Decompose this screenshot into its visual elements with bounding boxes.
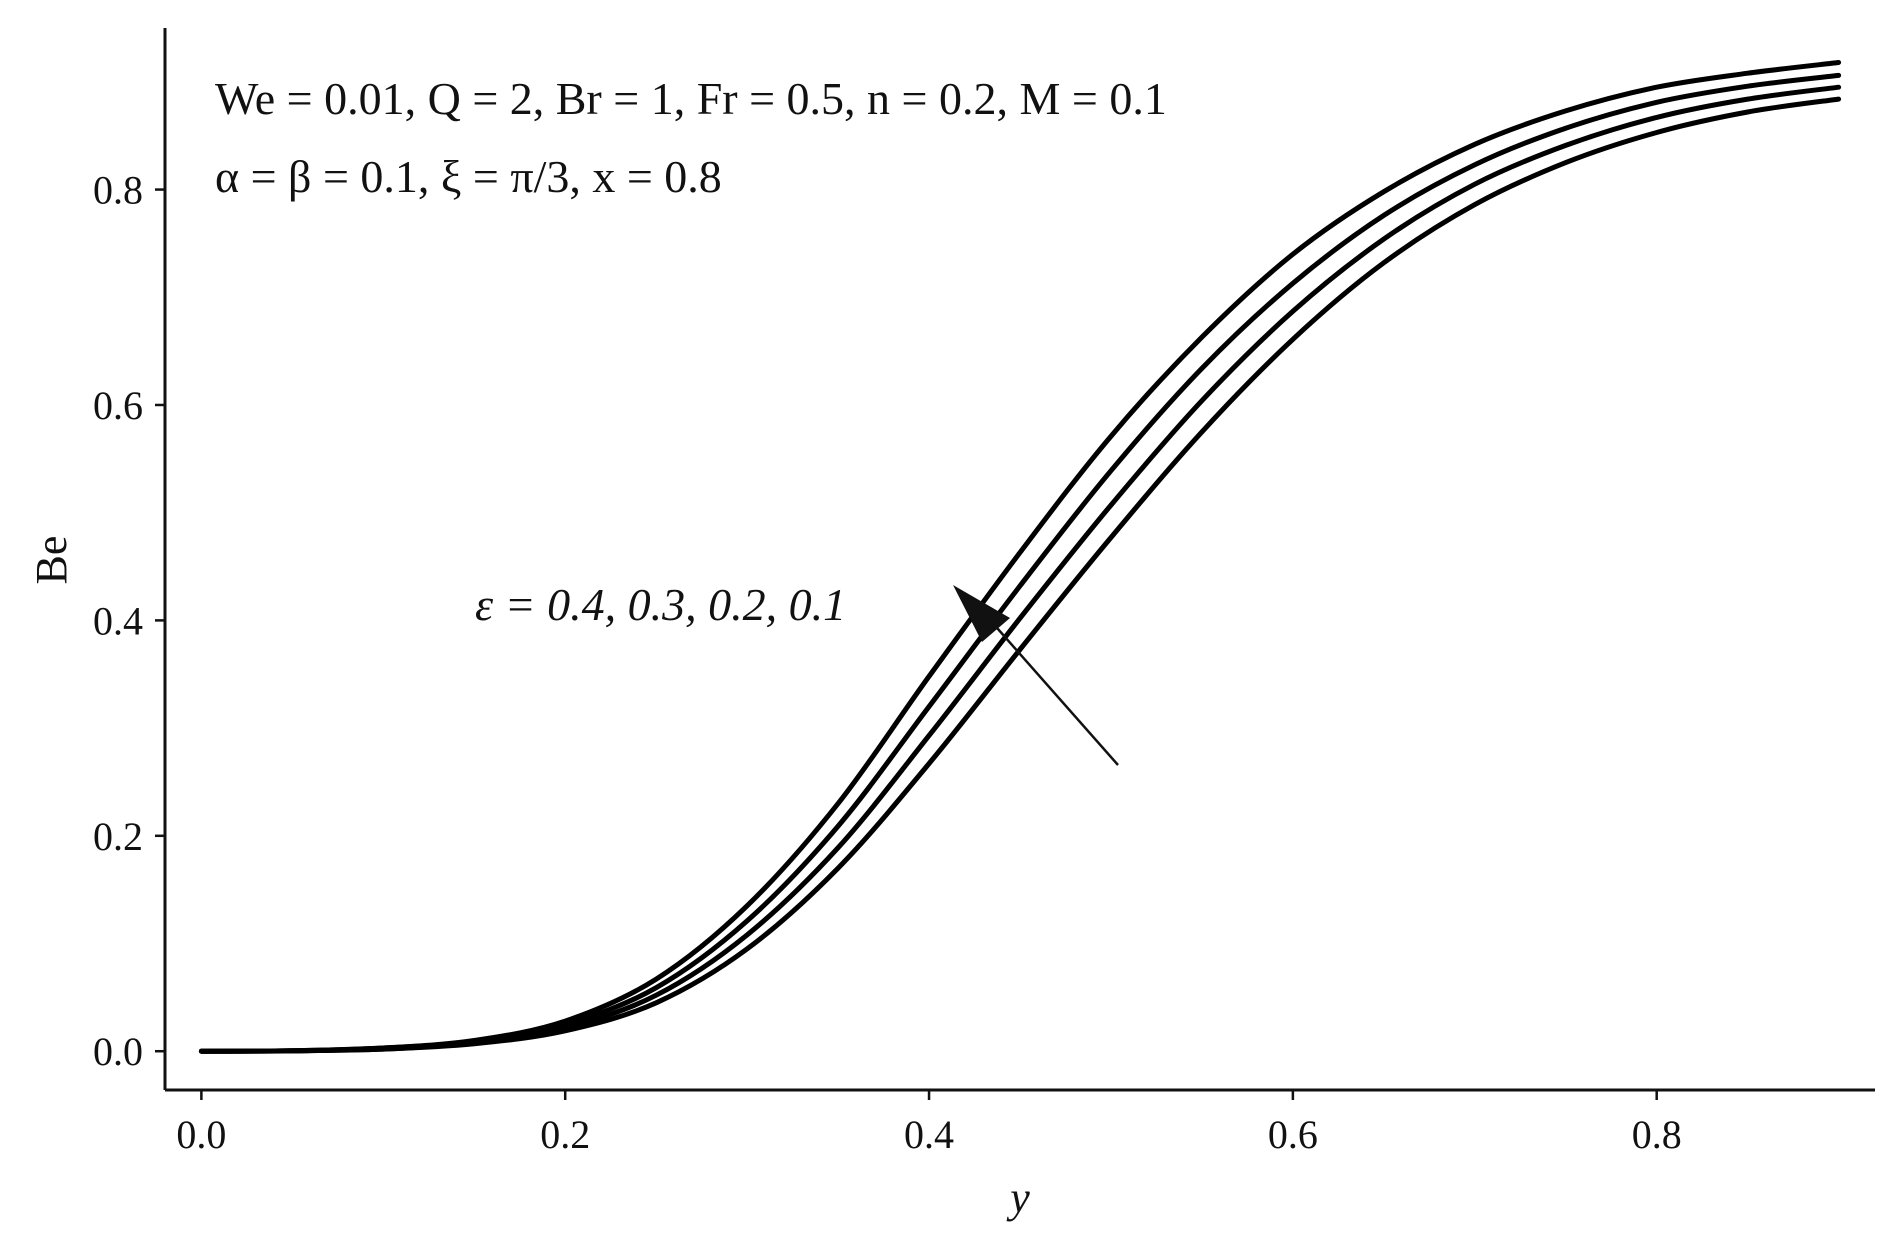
series-line-3 [198,84,1842,1054]
params-line-1: We = 0.01, Q = 2, Br = 1, Fr = 0.5, n = … [215,73,1167,124]
x-tick-label: 0.0 [176,1112,226,1157]
x-tick-label: 0.2 [540,1112,590,1157]
curves [198,60,1842,1054]
y-axis-label: Be [27,536,76,585]
x-tick-label: 0.4 [904,1112,954,1157]
x-tick-label: 0.8 [1632,1112,1682,1157]
params-line-2: α = β = 0.1, ξ = π/3, x = 0.8 [215,151,722,202]
y-tick-label: 0.8 [93,168,143,213]
epsilon-arrow-shaft [989,619,1119,766]
series-line-2 [198,72,1842,1054]
x-axis-label: y [1006,1173,1030,1222]
epsilon-label: ε = 0.4, 0.3, 0.2, 0.1 [475,579,846,630]
y-tick-label: 0.2 [93,814,143,859]
y-tick-label: 0.4 [93,598,143,643]
y-tick-label: 0.6 [93,383,143,428]
ticks: 0.0 0.2 0.4 0.6 0.8 0.0 0.2 0.4 0.6 0.8 [93,168,1682,1157]
series-line-4 [198,96,1842,1054]
x-tick-label: 0.6 [1268,1112,1318,1157]
epsilon-arrow-head [953,585,1010,642]
y-tick-label: 0.0 [93,1029,143,1074]
series-line-1 [198,60,1842,1054]
